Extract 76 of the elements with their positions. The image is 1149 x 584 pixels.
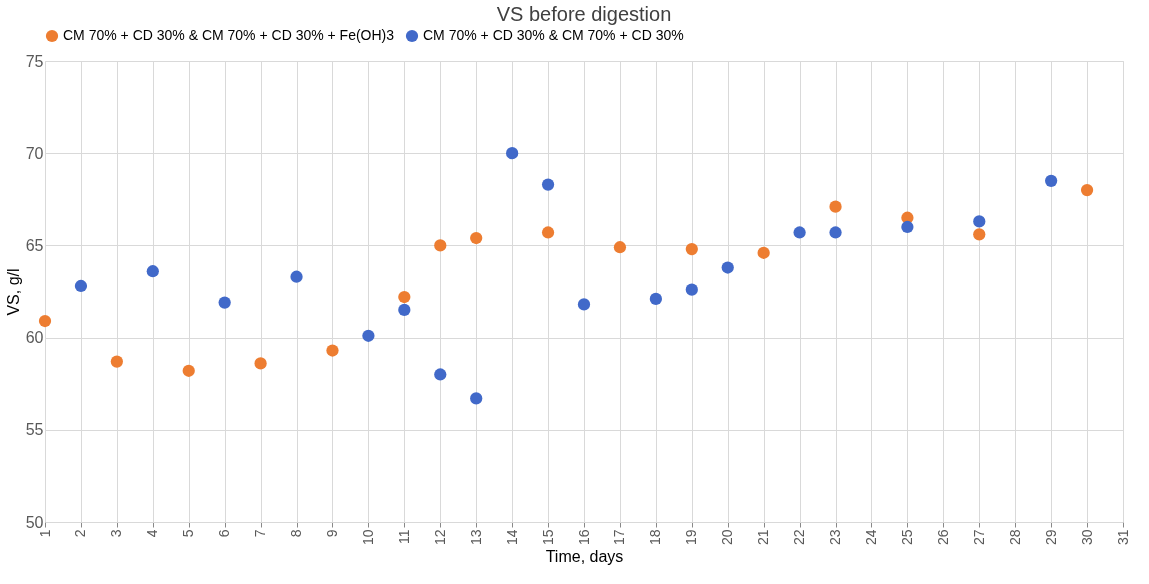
- point: [793, 226, 806, 239]
- x-tick-label: 12: [431, 529, 448, 546]
- x-tick-label: 26: [934, 529, 951, 546]
- x-tick-label: 3: [108, 529, 125, 538]
- y-axis-title: VS, g/l: [4, 268, 22, 316]
- point: [182, 364, 195, 377]
- point: [685, 242, 698, 256]
- point: [470, 392, 483, 405]
- x-tick-label: 30: [1078, 529, 1095, 546]
- point: [577, 298, 591, 311]
- x-tick-label: 4: [144, 529, 161, 538]
- point: [613, 241, 627, 254]
- y-tick-label: 75: [25, 52, 44, 70]
- x-tick-label: 31: [1114, 529, 1131, 546]
- point: [1045, 174, 1058, 187]
- x-tick-label: 2: [72, 529, 89, 538]
- point: [973, 215, 986, 228]
- x-tick-label: 21: [755, 529, 772, 546]
- x-tick-label: 22: [791, 529, 808, 546]
- point: [973, 228, 986, 241]
- y-tick-label: 60: [25, 329, 44, 347]
- x-tick-label: 27: [970, 529, 987, 546]
- point: [434, 368, 447, 381]
- x-tick-label: 8: [288, 529, 305, 538]
- point: [110, 355, 123, 368]
- x-tick-label: 18: [647, 529, 664, 546]
- legend-label: CM 70% + CD 30% & CM 70% + CD 30%: [423, 27, 684, 43]
- x-axis-title: Time, days: [545, 548, 624, 566]
- x-tick-label: 25: [898, 529, 915, 546]
- point: [398, 290, 411, 304]
- point: [326, 344, 339, 357]
- x-tick-label: 19: [683, 529, 700, 546]
- y-tick-label: 55: [25, 421, 44, 439]
- point: [649, 292, 662, 305]
- point: [506, 147, 519, 160]
- point: [38, 314, 52, 328]
- point: [757, 246, 770, 259]
- y-tick-label: 50: [25, 513, 44, 531]
- x-tick-label: 20: [719, 529, 736, 546]
- x-tick-label: 6: [216, 529, 233, 538]
- point: [829, 200, 842, 213]
- x-tick-label: 5: [180, 529, 197, 538]
- x-tick-label: 28: [1006, 529, 1023, 546]
- point: [721, 261, 734, 274]
- point: [254, 357, 267, 370]
- x-tick-label: 14: [503, 529, 520, 546]
- point: [541, 178, 555, 191]
- point: [434, 239, 447, 252]
- point: [398, 303, 411, 317]
- point: [1080, 183, 1094, 197]
- x-tick-label: 13: [467, 529, 484, 546]
- chart-title: VS before digestion: [496, 3, 672, 25]
- x-tick-label: 9: [323, 529, 340, 538]
- point: [901, 220, 914, 234]
- x-tick-label: 1: [36, 529, 53, 538]
- point: [470, 231, 483, 245]
- x-tick-label: 23: [827, 529, 844, 546]
- x-tick-label: 7: [252, 529, 269, 538]
- point: [362, 329, 375, 342]
- x-tick-label: 17: [611, 529, 628, 546]
- point: [218, 296, 231, 309]
- point: [74, 279, 88, 293]
- y-tick-label: 65: [25, 236, 44, 254]
- point: [146, 265, 159, 278]
- point: [541, 226, 555, 239]
- point: [829, 226, 842, 239]
- legend-label: CM 70% + CD 30% & CM 70% + CD 30% + Fe(OH)3: [63, 27, 395, 43]
- x-tick-label: 16: [575, 529, 592, 546]
- x-tick-label: 11: [395, 529, 412, 545]
- x-tick-label: 10: [359, 529, 376, 546]
- point: [290, 270, 303, 283]
- x-tick-label: 15: [539, 529, 556, 546]
- x-tick-label: 24: [862, 529, 879, 546]
- x-tick-label: 29: [1042, 529, 1059, 546]
- y-tick-label: 70: [25, 144, 44, 162]
- point: [685, 283, 698, 296]
